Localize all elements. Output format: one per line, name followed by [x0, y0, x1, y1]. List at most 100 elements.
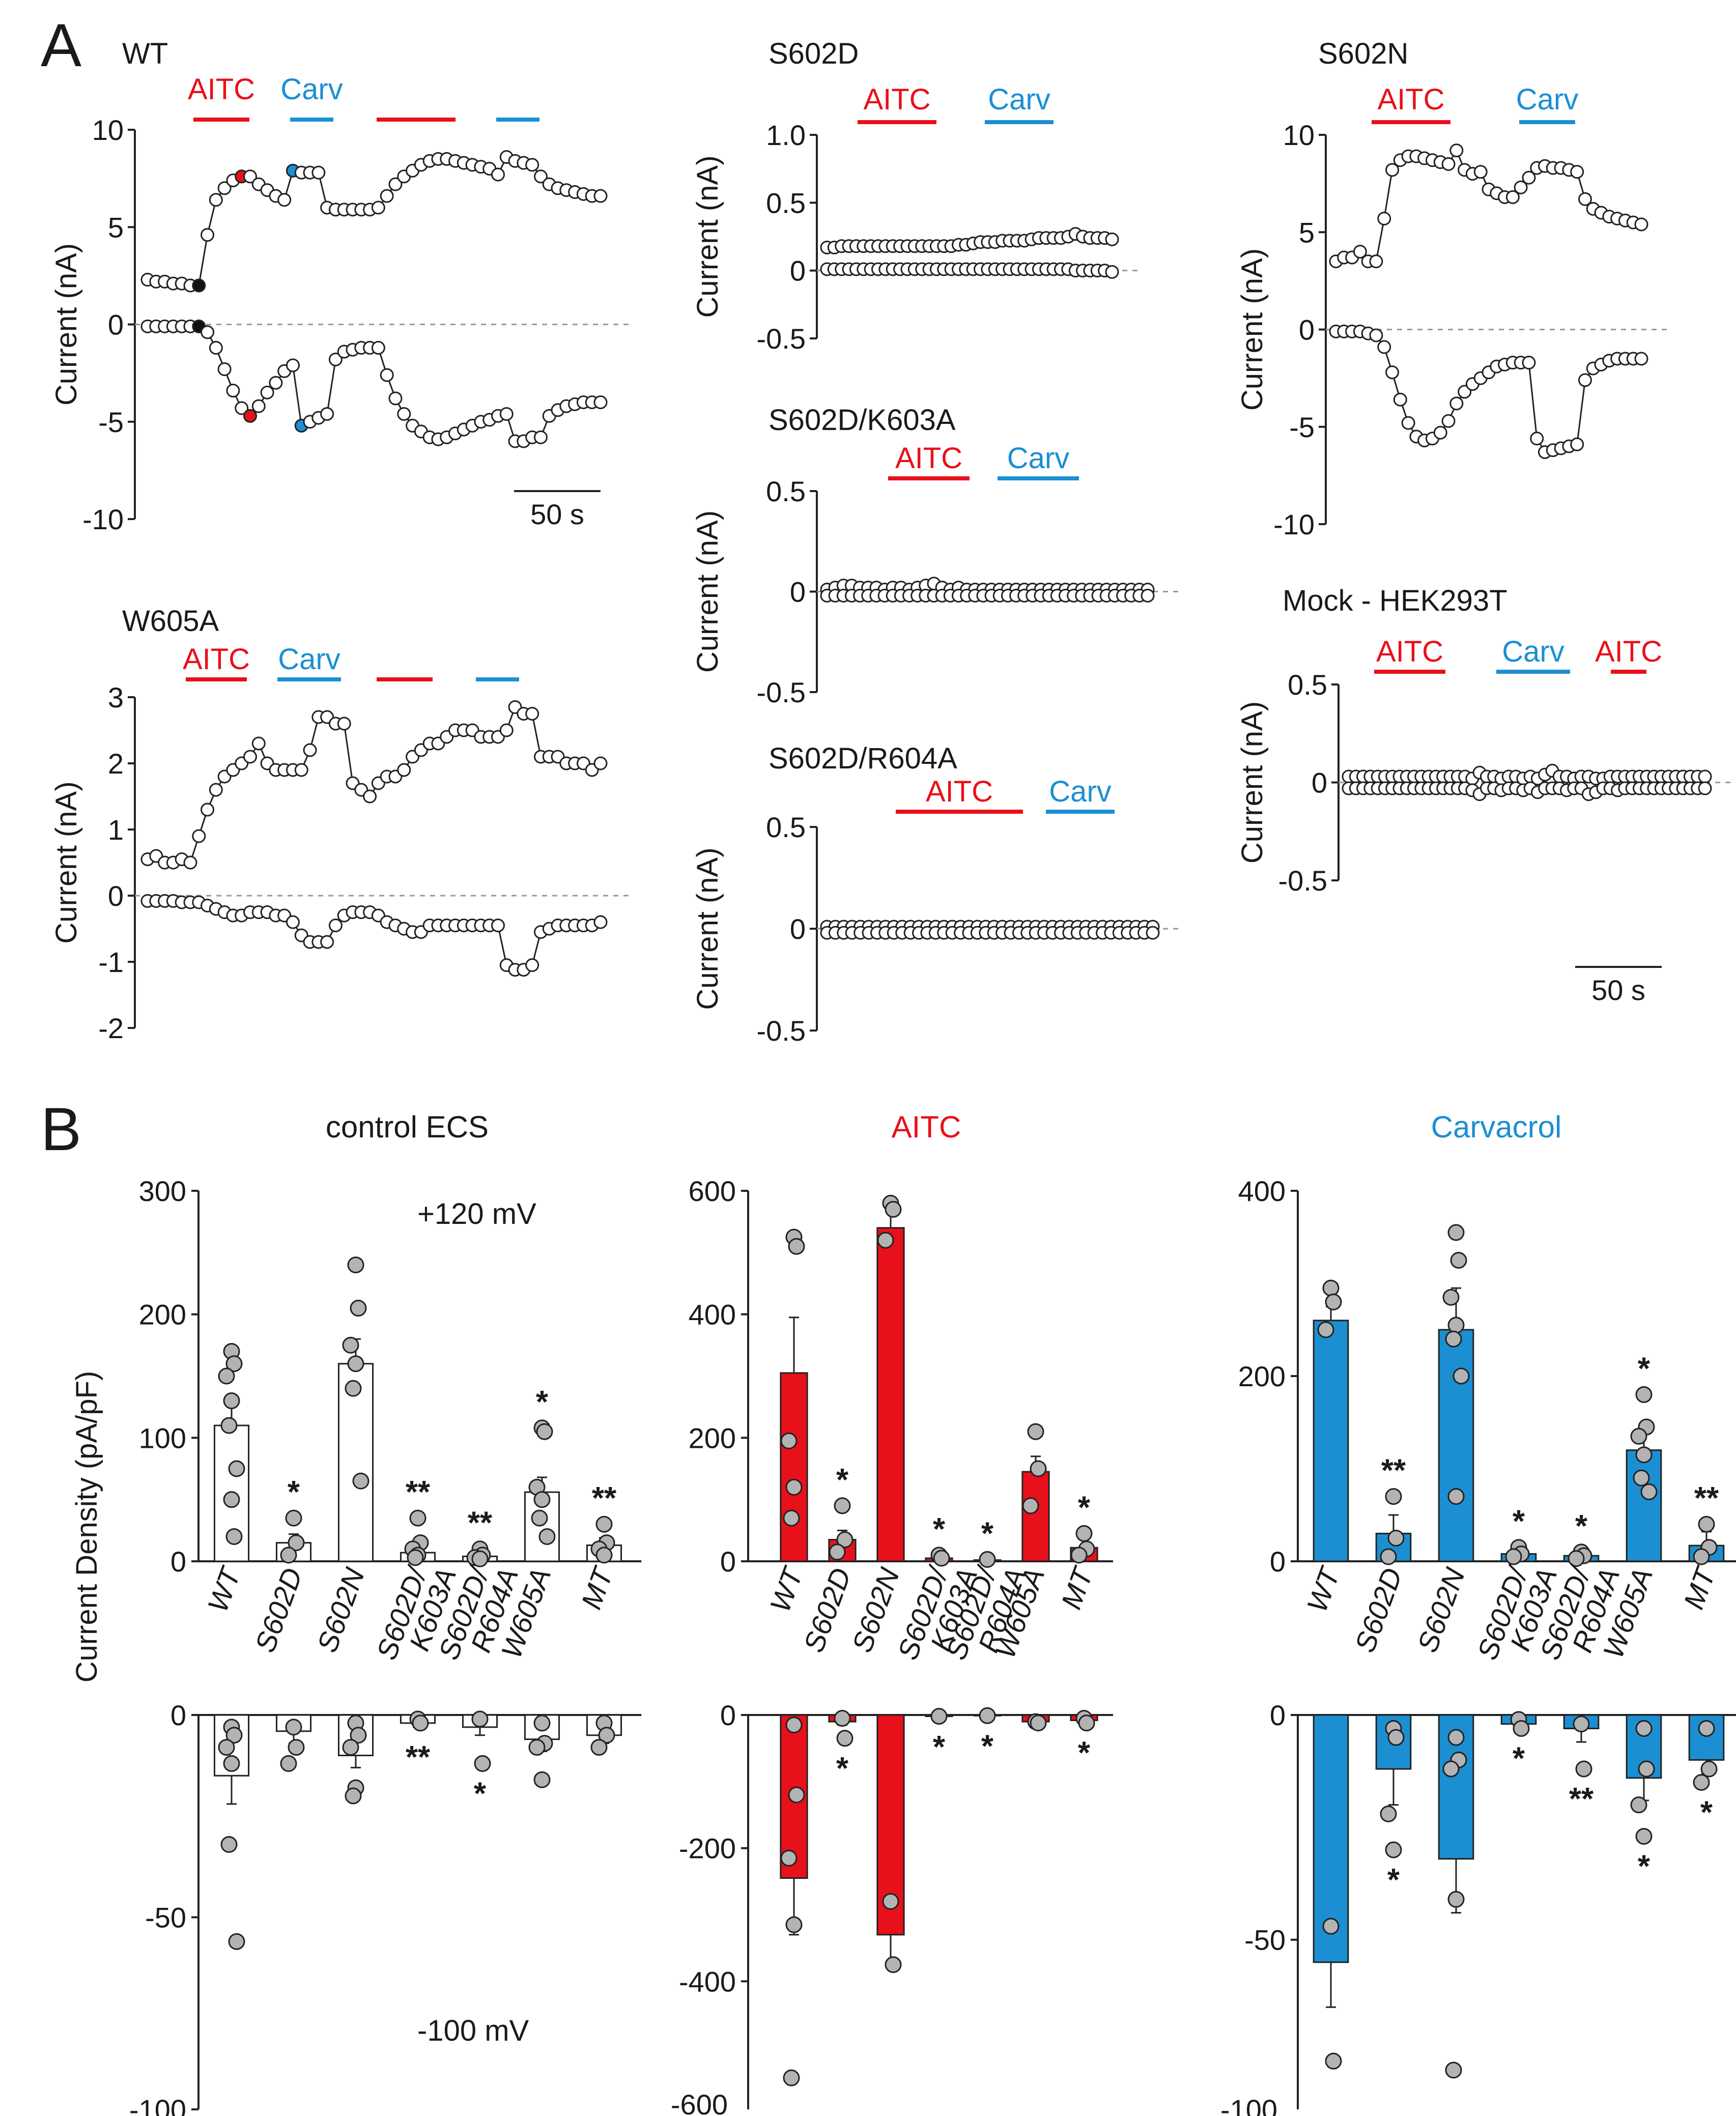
y-axis-label: Current (nA) [50, 781, 83, 943]
significance-star: ** [1569, 1782, 1594, 1817]
bar-y-tick-label: -200 [679, 1833, 736, 1865]
trace-point [1634, 217, 1648, 232]
application-label: AITC [863, 83, 930, 116]
trace-point [371, 340, 385, 355]
panel-letter-a: A [41, 11, 81, 79]
bar-panel-title: AITC [892, 1110, 961, 1144]
data-point [285, 1719, 302, 1736]
y-tick-label: 0.5 [766, 811, 806, 843]
y-axis-label: Current (nA) [1236, 248, 1269, 411]
significance-star: * [836, 1463, 849, 1498]
trace-point [1393, 392, 1407, 407]
bar-y-tick-label: 0 [1270, 1546, 1286, 1578]
application-label: AITC [183, 643, 250, 676]
data-point [342, 1336, 359, 1354]
category-label: WT [763, 1562, 809, 1616]
data-point [1447, 1891, 1465, 1908]
data-point [1442, 1289, 1460, 1306]
y-tick-label: 5 [1299, 216, 1315, 248]
y-tick-label: -5 [98, 406, 124, 438]
significance-star: * [536, 1385, 549, 1420]
data-point [1693, 1774, 1710, 1791]
trace-point [1105, 232, 1119, 246]
significance-star: * [933, 1512, 946, 1547]
data-point [1027, 1423, 1044, 1440]
bar-y-tick-label: 0 [720, 1546, 736, 1578]
data-point [1700, 1760, 1718, 1778]
trace-point [1377, 211, 1391, 225]
significance-star: ** [468, 1506, 493, 1541]
data-point [223, 1755, 240, 1772]
y-tick-label: 0 [790, 576, 806, 608]
trace-point [388, 177, 403, 191]
significance-star: * [288, 1475, 300, 1510]
data-point [528, 1739, 546, 1756]
trace-point [499, 407, 514, 421]
trace-point [286, 915, 300, 929]
trace-point [226, 384, 240, 398]
trace-point [491, 919, 505, 932]
data-point [1317, 1321, 1334, 1338]
significance-star: * [1513, 1741, 1525, 1777]
significance-star: ** [592, 1481, 617, 1516]
data-point [598, 1727, 615, 1744]
bar-y-axis-label: Current Density (pA/pF) [70, 1371, 103, 1682]
y-tick-label: 0 [108, 880, 124, 912]
data-point [471, 1710, 489, 1728]
bar-panel-title: Carvacrol [1431, 1110, 1562, 1144]
trace-point [1385, 163, 1400, 177]
trace-point [209, 340, 223, 355]
data-point [595, 1515, 613, 1533]
bar-y-tick-label: 0 [720, 1699, 736, 1731]
significance-star: * [836, 1751, 849, 1786]
trace-point [1449, 144, 1464, 158]
bar-y-tick-label: 200 [689, 1422, 736, 1454]
category-label: S602D [249, 1564, 309, 1656]
data-point [1573, 1715, 1590, 1733]
y-axis-label: Current (nA) [691, 847, 724, 1010]
data-point [1635, 1828, 1653, 1845]
data-point [407, 1549, 424, 1566]
data-point [882, 1893, 899, 1910]
data-point [1442, 1760, 1460, 1778]
trace-title: S602D [769, 37, 859, 70]
trace-point [1522, 170, 1536, 185]
bar-y-tick-label: -600 [671, 2089, 728, 2116]
trace-title: Mock - HEK293T [1283, 584, 1507, 617]
significance-star: * [474, 1776, 487, 1811]
trace-point [533, 169, 548, 184]
data-point [280, 1755, 297, 1772]
trace-panel-mock: Mock - HEK293T 0.5 0 -0.5 Current (nA) AITC Ca… [1236, 584, 1735, 897]
data-point [1513, 1720, 1530, 1737]
data-point [285, 1509, 302, 1527]
data-point [1693, 1548, 1710, 1565]
data-point [1630, 1427, 1647, 1445]
trace-point [294, 763, 308, 777]
bar-y-tick-label: 400 [1238, 1175, 1286, 1207]
trace-title: WT [122, 37, 168, 70]
data-point [1447, 1488, 1465, 1505]
data-point [780, 1432, 798, 1449]
data-point [1022, 1497, 1039, 1514]
trace-point [525, 707, 539, 721]
application-label: AITC [1376, 635, 1443, 668]
category-label: MT [1677, 1562, 1722, 1613]
category-label: S602N [1411, 1563, 1471, 1656]
trace-point [269, 376, 283, 390]
data-point [288, 1534, 305, 1552]
data-point [531, 1509, 548, 1527]
data-point [1575, 1760, 1592, 1778]
trace-point [371, 201, 385, 215]
trace-point [1522, 356, 1536, 370]
trace-point [217, 362, 232, 376]
data-point [1387, 1530, 1405, 1547]
data-point [1640, 1483, 1658, 1500]
trace-point [380, 368, 394, 382]
trace-title: S602N [1318, 37, 1408, 70]
trace-point [363, 789, 377, 804]
data-point [788, 1238, 805, 1255]
data-point [1445, 2062, 1462, 2079]
data-point [223, 1491, 240, 1508]
data-point [979, 1707, 996, 1724]
trace-panel-s602d-r604a: S602D/R604A 0.5 0 -0.5 Current (nA) AITC Carv [691, 742, 1183, 1047]
